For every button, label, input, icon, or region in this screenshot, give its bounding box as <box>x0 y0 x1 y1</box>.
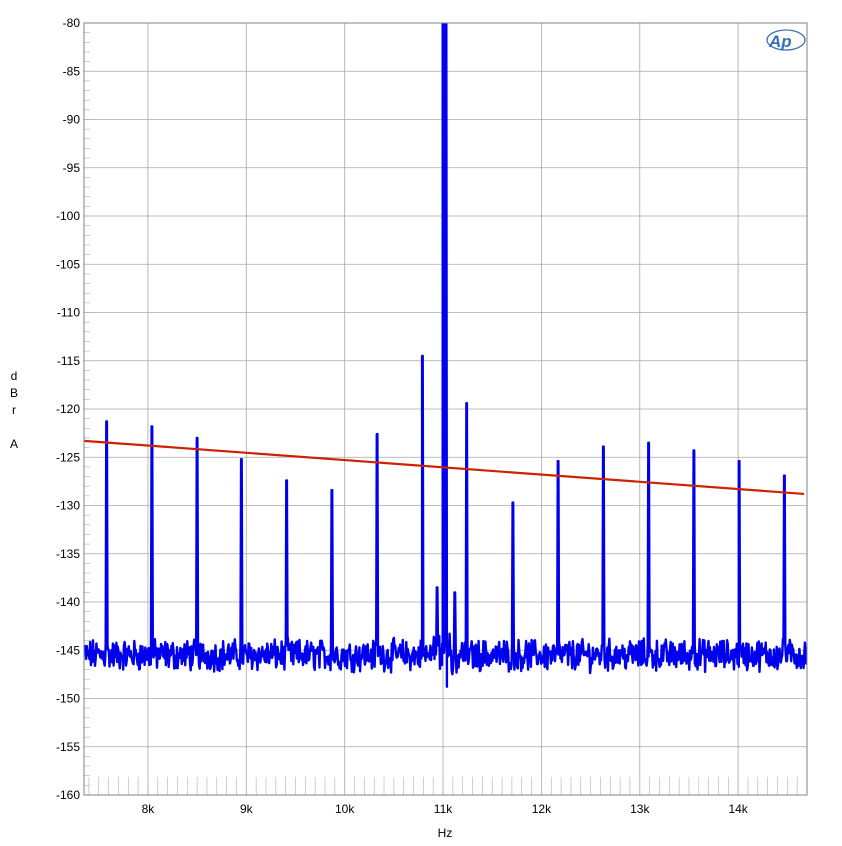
x-tick-labels: 8k 9k 10k 11k 12k 13k 14k <box>142 802 749 816</box>
y-tick-label: -160 <box>56 788 80 802</box>
plot-frame <box>83 22 808 796</box>
y-axis-title: dBr A <box>10 369 18 451</box>
y-axis-title-letter: B <box>10 386 18 400</box>
fft-trace <box>84 23 807 688</box>
fft-peak <box>602 465 605 467</box>
fft-peak <box>436 606 438 608</box>
fft-peak <box>557 479 559 482</box>
y-tick-labels: -80 -85 -90 -95 -100 -105 -110 -115 -120 -125 -130… <box>56 16 80 802</box>
y-tick-label: -130 <box>56 499 80 513</box>
y-axis-title-letter: r <box>12 403 16 417</box>
y-tick-label: -105 <box>56 257 80 271</box>
fft-peak <box>647 461 650 463</box>
y-axis-title-letter: d <box>11 369 18 383</box>
x-tick-label: 13k <box>630 802 650 816</box>
y-tick-label: -150 <box>56 692 80 706</box>
ap-logo-text: Ap <box>768 32 792 51</box>
fft-peak <box>512 521 514 523</box>
fft-peak <box>196 456 198 459</box>
fft-peak <box>738 479 740 482</box>
fft-peak <box>421 374 424 377</box>
y-tick-label: -145 <box>56 643 80 657</box>
ap-logo-swoosh <box>766 29 806 51</box>
plot-border <box>83 22 808 796</box>
y-tick-label: -140 <box>56 595 80 609</box>
fft-peak <box>783 494 786 496</box>
ap-logo: Ap <box>766 29 806 51</box>
x-tick-label: 9k <box>240 802 254 816</box>
y-tick-label: -80 <box>63 16 81 30</box>
limit-line <box>84 439 805 496</box>
y-tick-label: -95 <box>63 161 81 175</box>
y-tick-label: -100 <box>56 209 80 223</box>
fft-peak <box>465 421 468 424</box>
x-tick-label: 8k <box>142 802 156 816</box>
y-tick-label: -125 <box>56 450 80 464</box>
x-tick-label: 10k <box>335 802 355 816</box>
y-tick-label: -135 <box>56 547 80 561</box>
series-layer <box>84 23 807 688</box>
fft-peak <box>331 508 333 511</box>
y-axis-title-letter: A <box>10 437 18 451</box>
y-tick-label: -90 <box>63 113 81 127</box>
x-axis-title: Hz <box>438 826 453 840</box>
x-tick-label: 11k <box>434 802 453 816</box>
fft-peak <box>693 468 695 471</box>
fft-peak <box>240 477 243 480</box>
fft-peak <box>285 498 288 501</box>
y-tick-label: -110 <box>57 306 80 320</box>
fft-peak <box>454 610 456 613</box>
x-tick-label: 14k <box>728 802 748 816</box>
fft-peak <box>376 452 378 455</box>
y-tick-label: -115 <box>57 354 80 368</box>
x-tick-label: 12k <box>532 802 552 816</box>
y-tick-label: -85 <box>63 64 81 78</box>
y-tick-label: -155 <box>56 740 80 754</box>
fft-peak <box>105 440 108 442</box>
minor-ticks <box>84 22 808 796</box>
y-tick-label: -120 <box>56 402 80 416</box>
